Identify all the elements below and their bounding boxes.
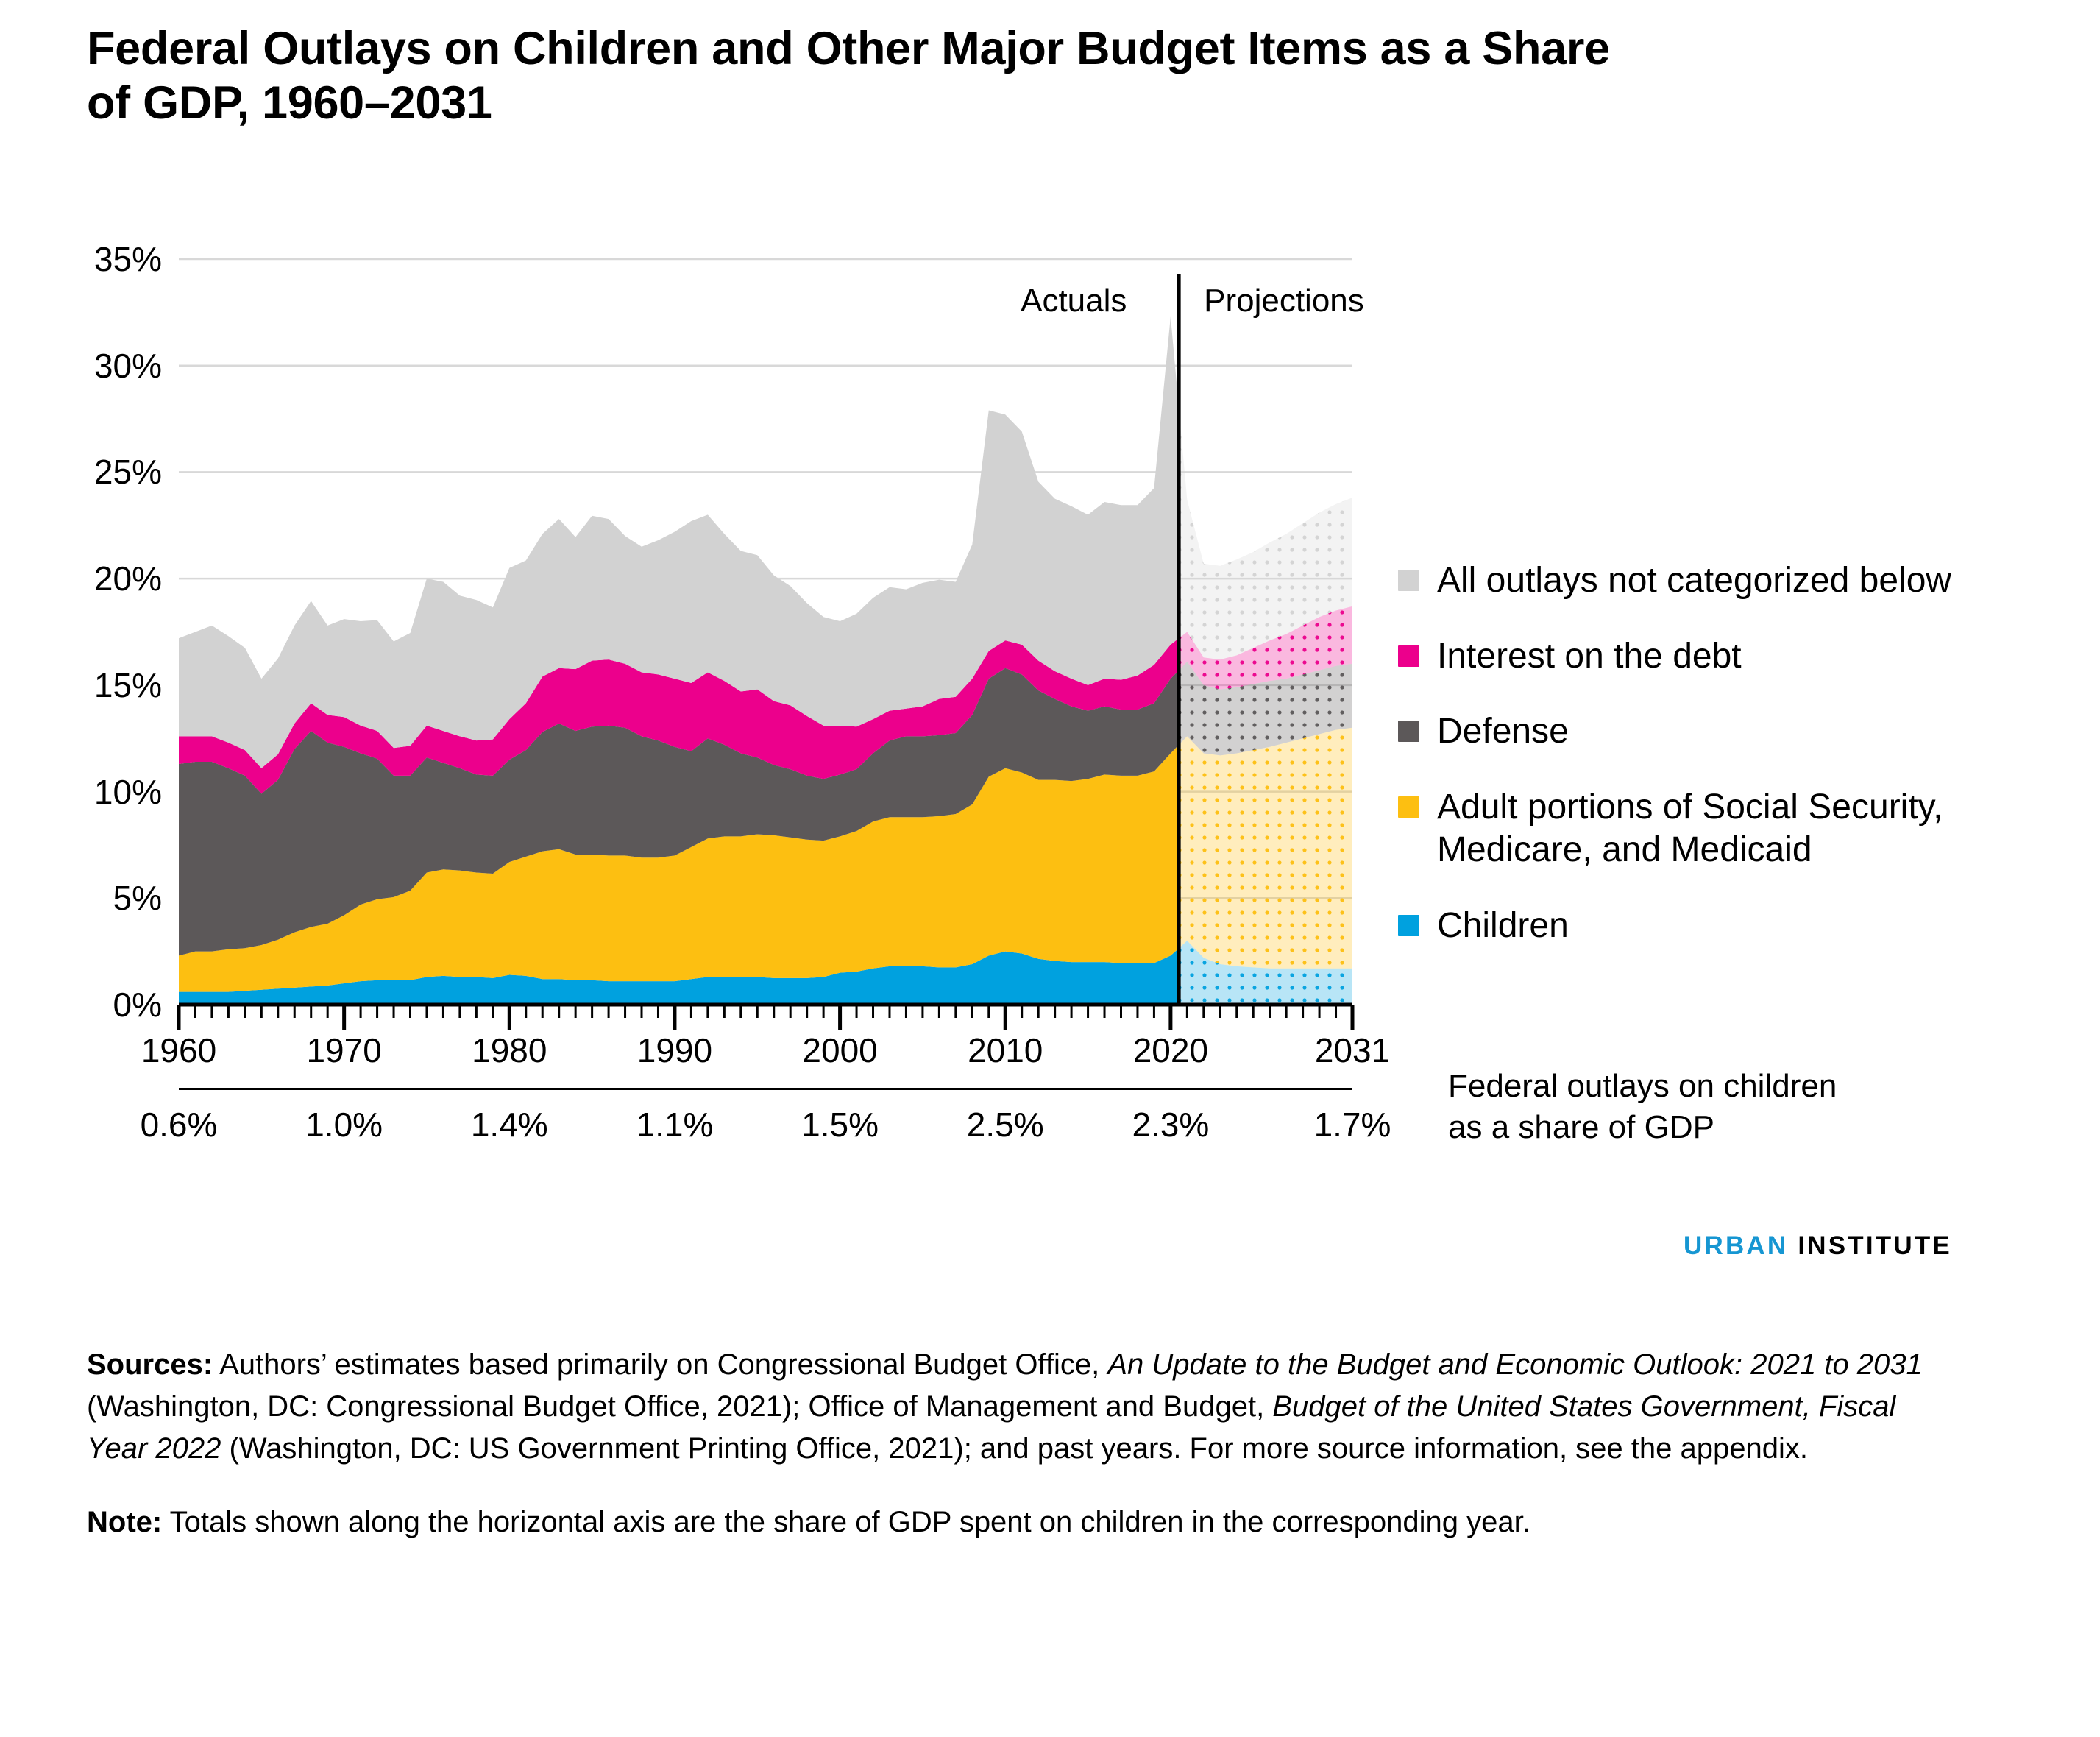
area-actual-0 (179, 948, 1180, 1005)
y-tick-5: 5% (113, 879, 162, 918)
area-actual-3 (179, 638, 1180, 794)
children-share-1980: 1.4% (470, 1105, 548, 1144)
legend-swatch-icon (1398, 796, 1419, 818)
x-tick-1970: 1970 (306, 1031, 382, 1069)
y-tick-0: 0% (113, 986, 162, 1024)
x-tick-2000: 2000 (802, 1031, 878, 1069)
y-tick-35: 35% (93, 240, 162, 278)
area-projection-2 (1179, 662, 1352, 756)
x-axis (177, 1002, 1355, 1030)
footer: Sources: Authors’ estimates based primar… (87, 1344, 1941, 1576)
children-share-2000: 1.5% (801, 1105, 879, 1144)
x-tick-2020: 2020 (1132, 1031, 1209, 1069)
legend-swatch-icon (1398, 570, 1419, 591)
legend-label: Adult portions of Social Security, Medica… (1437, 787, 1943, 870)
x-tick-2010: 2010 (968, 1031, 1043, 1069)
legend-swatch-icon (1398, 914, 1419, 936)
legend-item-1[interactable]: Interest on the debt (1398, 635, 2060, 679)
actuals-label: Actuals (1021, 283, 1127, 319)
legend-item-3[interactable]: Adult portions of Social Security, Medica… (1398, 786, 2060, 872)
axis-divider-rule (179, 1088, 1352, 1090)
sources-text-c: (Washington, DC: US Government Printing … (221, 1432, 1808, 1465)
area-projection-1 (1179, 727, 1352, 969)
note-paragraph: Note: Totals shown along the horizontal … (87, 1501, 1941, 1543)
axis-caption: Federal outlays on children as a share o… (1448, 1066, 1978, 1149)
sources-italic-a: An Update to the Budget and Economic Out… (1107, 1348, 1923, 1381)
children-share-1970: 1.0% (305, 1105, 383, 1144)
logo-institute: INSTITUTE (1798, 1231, 1952, 1260)
y-tick-20: 20% (93, 559, 162, 598)
title-line-2: of GDP, 1960–2031 (87, 77, 492, 129)
legend-swatch-icon (1398, 721, 1419, 743)
area-projection-3 (1179, 606, 1352, 690)
y-tick-25: 25% (93, 453, 162, 492)
area-actual-1 (179, 744, 1180, 992)
sources-text-b: (Washington, DC: Congressional Budget Of… (87, 1390, 1273, 1423)
legend-label: Children (1437, 905, 1569, 945)
note-label: Note: (87, 1506, 163, 1539)
title-line-1: Federal Outlays on Children and Other Ma… (87, 23, 1610, 74)
axis-caption-line-2: as a share of GDP (1448, 1109, 1714, 1146)
legend-label: Interest on the debt (1437, 636, 1742, 676)
logo-urban: URBAN (1684, 1231, 1789, 1260)
page-title: Federal Outlays on Children and Other Ma… (87, 22, 1926, 130)
children-share-1990: 1.1% (636, 1105, 714, 1144)
area-actual-2 (179, 668, 1180, 956)
x-tick-1990: 1990 (636, 1031, 713, 1069)
chart-legend: All outlays not categorized below Interes… (1398, 559, 2060, 980)
children-share-2031: 1.7% (1313, 1105, 1391, 1144)
y-tick-10: 10% (93, 772, 162, 811)
children-share-2010: 2.5% (966, 1105, 1044, 1144)
legend-item-4[interactable]: Children (1398, 905, 2060, 948)
area-projection-0 (1179, 941, 1352, 1005)
legend-label: Defense (1437, 712, 1569, 751)
area-projection-4 (1179, 408, 1352, 660)
projections-label: Projections (1204, 283, 1364, 319)
stacked-area-chart (177, 258, 1355, 1030)
sources-label: Sources: (87, 1348, 213, 1381)
children-share-2020: 2.3% (1132, 1105, 1210, 1144)
y-tick-15: 15% (93, 665, 162, 704)
chart-container (0, 221, 1486, 1148)
sources-italic-b: Budget of the United States Government, … (87, 1390, 1896, 1465)
sources-paragraph: Sources: Authors’ estimates based primar… (87, 1344, 1941, 1469)
legend-label: All outlays not categorized below (1437, 561, 1952, 600)
legend-item-0[interactable]: All outlays not categorized below (1398, 559, 2060, 603)
x-tick-1980: 1980 (472, 1031, 547, 1069)
x-tick-1960: 1960 (141, 1031, 217, 1069)
sources-text-a: Authors’ estimates based primarily on Co… (213, 1348, 1108, 1381)
axis-caption-line-1: Federal outlays on children (1448, 1068, 1837, 1104)
area-actual-4 (179, 316, 1180, 768)
children-share-1960: 0.6% (140, 1105, 218, 1144)
y-tick-30: 30% (93, 346, 162, 385)
area-series (179, 316, 1352, 1005)
urban-institute-logo: URBAN INSTITUTE (1684, 1231, 1952, 1261)
note-text: Totals shown along the horizontal axis a… (162, 1506, 1530, 1539)
legend-swatch-icon (1398, 645, 1419, 667)
x-tick-2031: 2031 (1314, 1031, 1391, 1069)
legend-item-2[interactable]: Defense (1398, 710, 2060, 754)
